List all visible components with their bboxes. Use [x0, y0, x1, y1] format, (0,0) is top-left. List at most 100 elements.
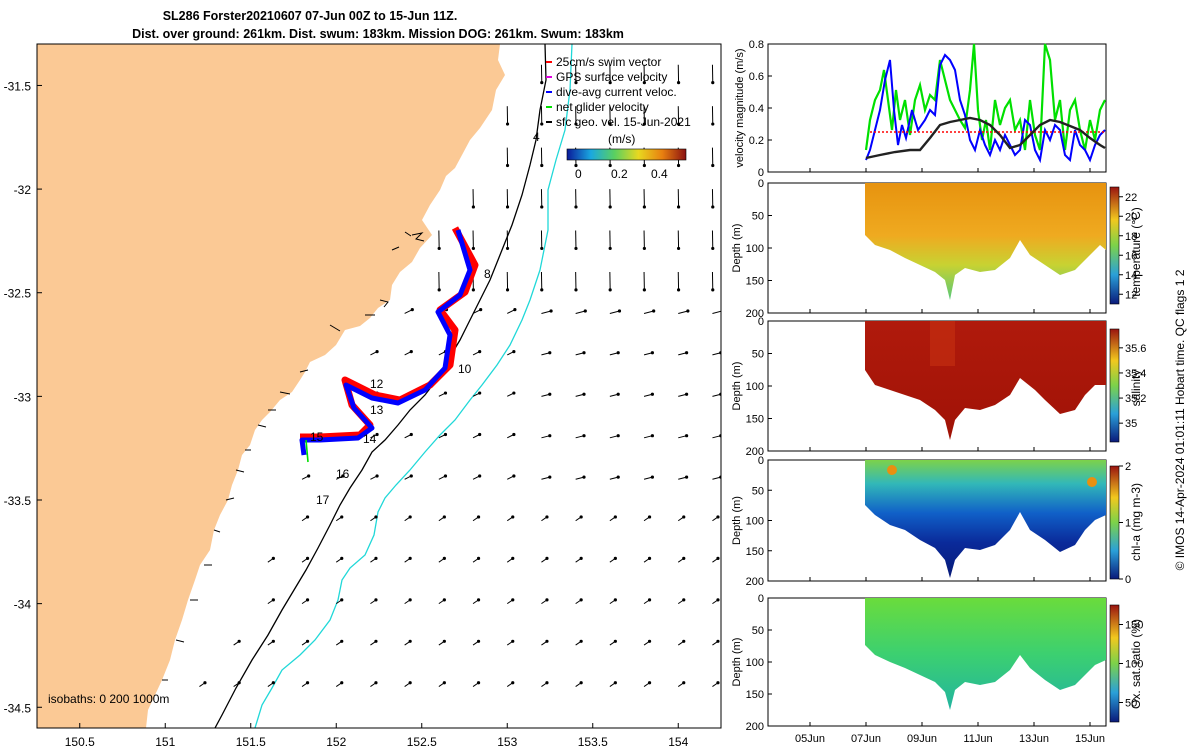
quiver-head	[237, 681, 241, 685]
chart-title: SL286 Forster20210607 07-Jun 00Z to 15-J…	[163, 9, 458, 23]
depth-tick-label: 0	[758, 455, 764, 467]
quiver-head	[307, 474, 311, 478]
quiver-head	[340, 515, 344, 519]
day-label: 16	[336, 467, 350, 481]
quiver-head	[608, 288, 612, 292]
map-x-tick-label: 150.5	[65, 735, 95, 749]
salinity-field	[865, 321, 1106, 440]
quiver-head	[271, 681, 275, 685]
quiver-head	[579, 598, 583, 602]
colorbar-tick: 0.2	[611, 167, 628, 181]
temperature-panel: temperature (°C)	[767, 182, 1143, 314]
quiver-head	[711, 205, 715, 209]
quiver-head	[616, 351, 620, 355]
quiver-head	[305, 598, 310, 602]
quiver-head	[676, 80, 681, 85]
day-label: 10	[458, 362, 472, 376]
quiver-head	[442, 515, 446, 519]
salinity-patch	[930, 321, 955, 366]
depth-ylabel: Depth (m)	[731, 362, 743, 411]
quiver-head	[616, 434, 620, 438]
depth-tick-label: 0	[758, 593, 764, 605]
temperature-cbar-label: temperature (°C)	[1129, 207, 1143, 297]
quiver-head	[375, 432, 379, 437]
cbar-tick-label: 12	[1125, 289, 1137, 301]
quiver-head	[647, 639, 652, 643]
quiver-head	[340, 681, 344, 685]
quiver-head	[579, 681, 583, 685]
depth-tick-label: 150	[746, 689, 764, 701]
quiver-head	[512, 474, 516, 478]
map-x-tick-label: 153	[497, 735, 517, 749]
quiver-head	[574, 288, 578, 292]
colorbar-tick: 0	[575, 167, 582, 181]
chart-subtitle: Dist. over ground: 261km. Dist. swum: 18…	[132, 27, 624, 41]
time-tick-label: 11Jun	[963, 733, 992, 745]
quiver-head	[408, 598, 412, 602]
quiver-head	[684, 392, 689, 396]
quiver-head	[676, 163, 681, 168]
quiver-head	[341, 474, 345, 478]
quiver-head	[479, 308, 483, 312]
quiver-head	[511, 515, 515, 519]
quiver-head	[613, 598, 617, 602]
quiver-head	[513, 308, 517, 312]
quiver-head	[711, 246, 715, 251]
quiver-arrow	[609, 310, 620, 314]
quiver-head	[583, 309, 587, 313]
quiver-head	[374, 681, 378, 685]
map-y-tick-label: -32	[14, 183, 32, 197]
quiver-head	[540, 122, 544, 126]
day-label: 4	[533, 130, 540, 144]
oxygen-cbar-label: Ox. sat. ratio (%)	[1129, 619, 1143, 709]
quiver-head	[305, 556, 310, 560]
day-labels: 4 8 10 12 13 14 15 16 17	[310, 130, 540, 507]
quiver-head	[478, 349, 482, 354]
quiver-head	[374, 515, 378, 519]
cbar-tick-label: 0	[1125, 574, 1131, 586]
quiver-head	[613, 639, 617, 643]
quiver-head	[582, 392, 586, 396]
quiver-head	[478, 391, 482, 395]
cbar-tick-label: 35.6	[1125, 343, 1146, 355]
quiver-head	[716, 515, 720, 519]
quiver-head	[505, 246, 510, 251]
depth-tick-label: 100	[746, 381, 764, 393]
cbar-tick-label: 20	[1125, 211, 1137, 223]
series-sfc-geo	[865, 116, 1106, 160]
quiver-arrow	[541, 310, 552, 314]
quiver-head	[549, 309, 553, 313]
quiver-head	[540, 80, 544, 85]
map-panel: 4 8 10 12 13 14 15 16 17 25cm/s swim vec…	[4, 43, 722, 749]
cbar-tick-label: 35.4	[1125, 368, 1146, 380]
quiver-head	[647, 556, 652, 560]
quiver-head	[476, 639, 481, 643]
quiver-head	[686, 309, 690, 313]
quiver-head	[476, 556, 481, 560]
quiver-head	[305, 515, 310, 519]
quiver-arrow	[678, 310, 688, 314]
quiver-head	[574, 246, 578, 251]
depth-tick-label: 150	[746, 546, 764, 558]
quiver-head	[652, 309, 656, 313]
glider-track-green	[305, 439, 309, 463]
quiver-head	[540, 163, 544, 168]
quiver-head	[442, 639, 446, 643]
chla-field	[865, 460, 1106, 578]
depth-tick-label: 200	[746, 576, 764, 588]
quiver-head	[579, 556, 583, 560]
map-x-tick-label: 151.5	[236, 735, 266, 749]
quiver-head	[203, 681, 207, 685]
quiver-head	[271, 556, 275, 560]
quiver-head	[408, 556, 412, 560]
oxygen-panel: Ox. sat. ratio (%)	[767, 597, 1143, 727]
quiver-head	[408, 681, 412, 685]
depth-tick-label: 50	[752, 349, 764, 361]
time-tick-label: 07Jun	[851, 733, 881, 745]
quiver-head	[340, 556, 344, 560]
depth-tick-label: 150	[746, 414, 764, 426]
quiver-head	[650, 434, 654, 438]
day-label: 15	[310, 430, 324, 444]
